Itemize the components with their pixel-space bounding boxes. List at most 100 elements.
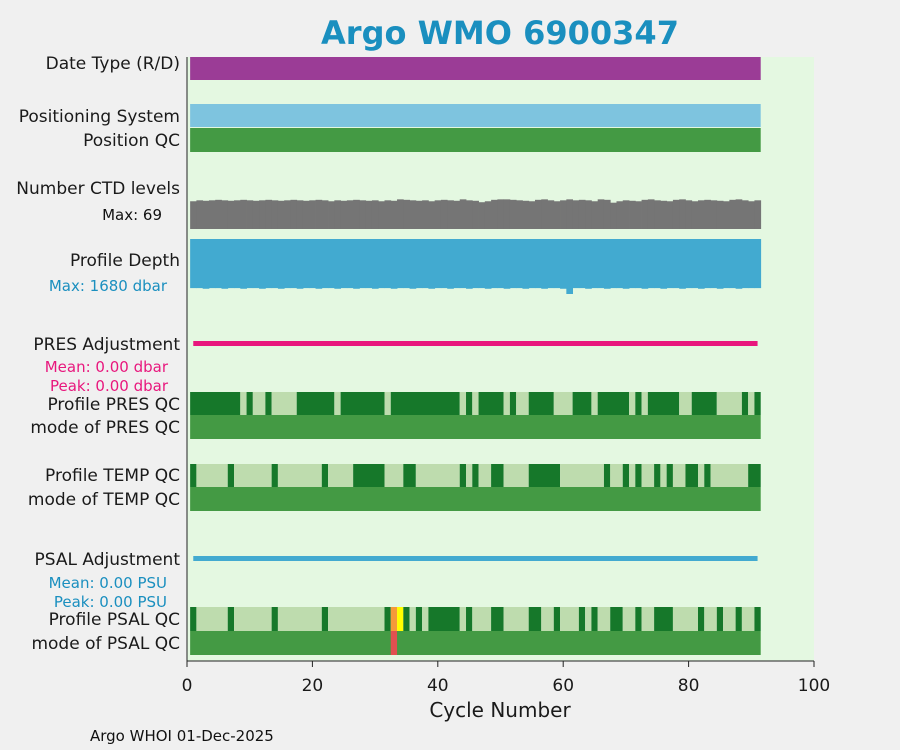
- profile-depth-bar: [447, 239, 454, 289]
- profile-temp-qc-segment: [560, 464, 604, 487]
- label-positioning-system: Positioning System: [19, 107, 180, 127]
- ctd-level-bar: [660, 200, 668, 229]
- ctd-level-bar: [666, 201, 674, 229]
- profile-depth-bar: [340, 239, 348, 289]
- profile-pres-qc-segment: [516, 392, 529, 415]
- profile-pres-qc-segment: [240, 392, 247, 415]
- label-position-qc: Position QC: [83, 131, 180, 151]
- profile-depth-bar: [553, 239, 561, 289]
- x-tick-label: 60: [552, 676, 574, 696]
- profile-psal-qc-segment: [271, 607, 278, 631]
- label-date-type: Date Type (R/D): [46, 54, 180, 74]
- ctd-level-bar: [522, 200, 530, 229]
- profile-depth-bar: [284, 239, 291, 289]
- profile-temp-qc-segment: [466, 464, 473, 487]
- profile-depth-bar: [748, 239, 755, 289]
- profile-temp-qc-segment: [353, 464, 385, 487]
- profile-psal-qc-segment: [428, 607, 460, 631]
- profile-psal-qc-segment: [472, 607, 492, 631]
- ctd-level-bar: [190, 201, 197, 229]
- profile-depth-bar: [271, 239, 279, 289]
- ctd-level-bar: [597, 199, 605, 229]
- pres-peak-label: Peak: 0.00 dbar: [50, 377, 169, 395]
- profile-depth-bar: [591, 239, 599, 289]
- ctd-level-bar: [309, 200, 316, 229]
- profile-depth-bar: [371, 239, 379, 289]
- ctd-level-bar: [259, 200, 266, 229]
- ctd-level-bar: [371, 200, 379, 229]
- position-qc-bar: [190, 128, 761, 152]
- profile-depth-bar: [296, 239, 304, 289]
- profile-temp-qc-segment: [190, 464, 197, 487]
- ctd-level-bar: [591, 201, 599, 229]
- ctd-level-bar: [723, 201, 730, 229]
- profile-psal-qc-segment: [390, 607, 398, 631]
- positioning-system-bar: [190, 104, 761, 127]
- ctd-level-bar: [566, 199, 574, 229]
- label-mode-temp-qc: mode of TEMP QC: [28, 490, 180, 510]
- profile-depth-bar: [660, 239, 668, 289]
- ctd-level-bar: [302, 200, 310, 229]
- profile-temp-qc-segment: [384, 464, 404, 487]
- ctd-level-bar: [227, 200, 235, 229]
- ctd-level-bar: [704, 199, 711, 229]
- profile-temp-qc-segment: [234, 464, 272, 487]
- profile-depth-bar: [353, 239, 360, 289]
- profile-pres-qc-segment: [466, 392, 473, 415]
- profile-depth-bar: [635, 239, 642, 289]
- profile-depth-bar: [679, 239, 686, 289]
- profile-depth-bar: [685, 239, 693, 289]
- profile-depth-bar: [491, 239, 498, 289]
- ctd-level-bar: [603, 199, 611, 229]
- profile-depth-bar: [522, 239, 530, 289]
- profile-psal-qc-segment: [672, 607, 699, 631]
- ctd-level-bar: [516, 200, 523, 229]
- ctd-level-bar: [353, 199, 360, 229]
- profile-temp-qc-segment: [459, 464, 467, 487]
- profile-psal-qc-segment: [277, 607, 322, 631]
- profile-depth-bar: [497, 239, 505, 289]
- profile-depth-bar: [516, 239, 523, 289]
- profile-temp-qc-segment: [654, 464, 661, 487]
- profile-temp-qc-segment: [635, 464, 642, 487]
- profile-pres-qc-segment: [271, 392, 297, 415]
- label-psal-adjustment: PSAL Adjustment: [35, 550, 181, 570]
- profile-pres-qc-segment: [629, 392, 636, 415]
- profile-depth-bar: [578, 239, 586, 289]
- profile-temp-qc-segment: [472, 464, 479, 487]
- profile-temp-qc-segment: [629, 464, 636, 487]
- ctd-level-bar: [403, 199, 410, 229]
- profile-depth-bar: [328, 239, 335, 289]
- ctd-level-bar: [409, 200, 417, 229]
- profile-psal-qc-segment: [234, 607, 272, 631]
- profile-temp-qc-segment: [528, 464, 561, 487]
- profile-psal-qc-segment: [384, 607, 391, 631]
- profile-depth-bar: [221, 239, 229, 289]
- label-profile-temp-qc: Profile TEMP QC: [45, 466, 180, 486]
- profile-temp-qc-segment: [710, 464, 749, 487]
- ctd-level-bar: [208, 200, 216, 229]
- x-tick-label: 40: [427, 676, 449, 696]
- profile-depth-bar: [723, 239, 730, 289]
- profile-psal-qc-segment: [196, 607, 228, 631]
- profile-pres-qc-segment: [691, 392, 717, 415]
- ctd-level-bar: [578, 199, 586, 229]
- profile-psal-qc-segment: [585, 607, 592, 631]
- x-tick-label: 0: [182, 676, 193, 696]
- ctd-level-bar: [497, 199, 505, 229]
- profile-psal-qc-segment: [528, 607, 542, 631]
- profile-temp-qc-segment: [227, 464, 235, 487]
- profile-pres-qc-segment: [754, 392, 761, 415]
- footer-credit: Argo WHOI 01-Dec-2025: [90, 727, 274, 745]
- profile-depth-bar: [547, 239, 555, 289]
- label-mode-psal-qc: mode of PSAL QC: [31, 634, 180, 654]
- pres-mean-label: Mean: 0.00 dbar: [45, 358, 169, 376]
- profile-psal-qc-segment: [227, 607, 235, 631]
- profile-depth-bar: [472, 239, 479, 289]
- profile-depth-bar: [277, 239, 285, 289]
- profile-depth-bar: [503, 239, 511, 289]
- ctd-level-bar: [321, 200, 329, 229]
- ctd-level-bar: [491, 199, 498, 229]
- x-tick-label: 100: [798, 676, 830, 696]
